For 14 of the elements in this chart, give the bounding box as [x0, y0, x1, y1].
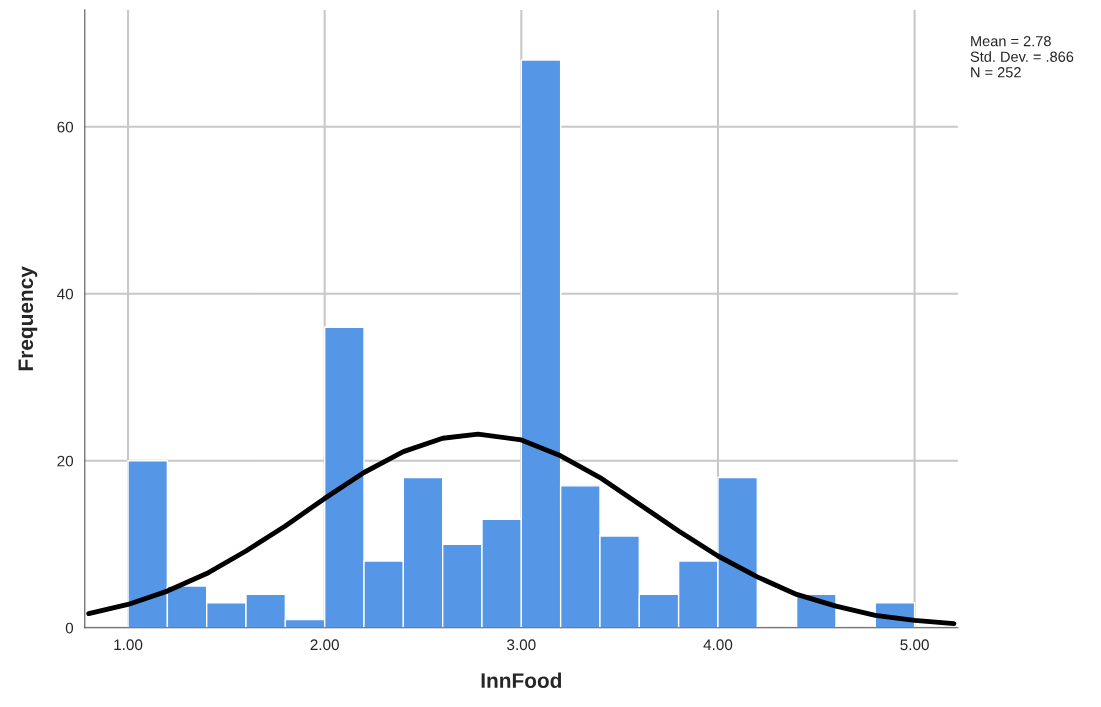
x-axis-title: InnFood [481, 672, 562, 688]
x-tick-label: 5.00 [900, 639, 929, 651]
y-tick-label: 60 [57, 121, 74, 133]
x-tick-label: 3.00 [507, 639, 536, 651]
y-tick-label: 0 [65, 622, 74, 634]
x-tick-label: 1.00 [114, 639, 143, 651]
text: N = 252 [971, 67, 1021, 78]
x-tick-label: 2.00 [310, 639, 339, 651]
y-axis-title: Frequency [18, 266, 38, 371]
y-tick-label: 40 [57, 288, 74, 300]
text: Mean = 2.78 [971, 36, 1051, 47]
x-tick-label: 4.00 [703, 639, 733, 651]
text: Std. Dev. = .866 [970, 51, 1074, 62]
y-tick-label: 20 [57, 455, 74, 467]
